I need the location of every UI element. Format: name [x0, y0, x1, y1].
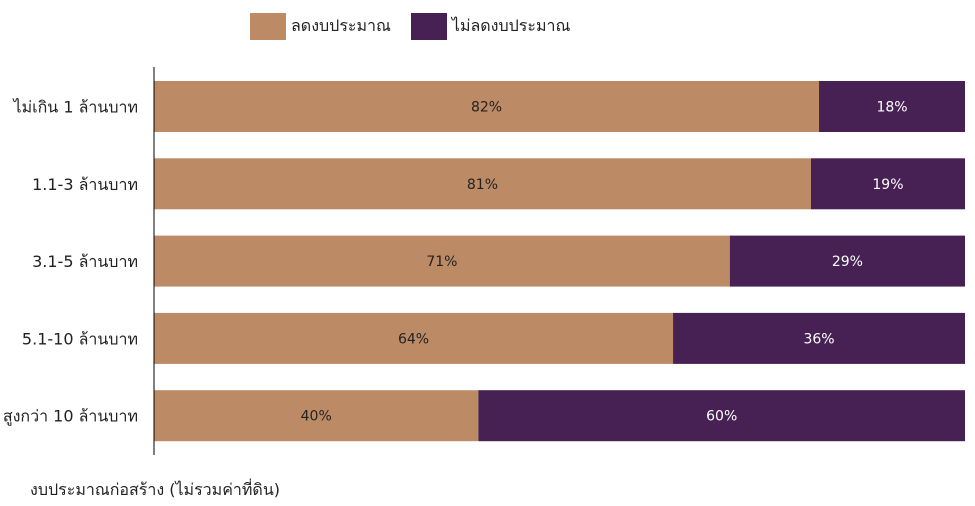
legend-item-reduced: ลดงบประมาณ [250, 13, 391, 40]
data-label: 71% [426, 254, 457, 270]
data-label: 64% [398, 331, 429, 347]
category-label: 1.1-3 ล้านบาท [32, 175, 138, 194]
legend-swatch-not-reduced [410, 13, 447, 40]
bar-segment [154, 312, 674, 364]
legend: ลดงบประมาณ ไม่ลดงบประมาณ [250, 13, 576, 40]
bar-segment [154, 158, 811, 210]
data-label: 19% [872, 177, 903, 193]
legend-label-not-reduced: ไม่ลดงบประมาณ [451, 16, 571, 35]
bar-chart: ไม่เกิน 1 ล้านบาท 82% 18% 1.1-3 ล้านบาท 81% 1… [3, 67, 965, 455]
data-label: 18% [876, 100, 907, 116]
legend-item-not-reduced: ไม่ลดงบประมาณ [410, 13, 571, 40]
bar-segment [810, 158, 965, 210]
bar-segment [819, 81, 965, 132]
data-label: 82% [471, 100, 502, 116]
category-label: สูงกว่า 10 ล้านบาท [3, 407, 138, 427]
data-label: 36% [803, 331, 834, 347]
data-label: 81% [467, 177, 498, 193]
category-label: ไม่เกิน 1 ล้านบาท [12, 98, 138, 117]
bar-segment [478, 390, 965, 442]
category-label: 5.1-10 ล้านบาท [22, 329, 138, 348]
legend-swatch-reduced [250, 13, 286, 40]
bar-segment [154, 235, 730, 287]
bar-segment [729, 235, 965, 287]
data-label: 60% [706, 409, 737, 425]
bar-segment [673, 312, 965, 364]
data-label: 40% [301, 409, 332, 425]
bar-segment [154, 390, 479, 442]
legend-label-reduced: ลดงบประมาณ [291, 16, 391, 35]
y-axis-title: งบประมาณก่อสร้าง (ไม่รวมค่าที่ดิน) [30, 480, 280, 499]
bar-segment [154, 81, 820, 132]
category-label: 3.1-5 ล้านบาท [32, 252, 138, 271]
data-label: 29% [832, 254, 863, 270]
